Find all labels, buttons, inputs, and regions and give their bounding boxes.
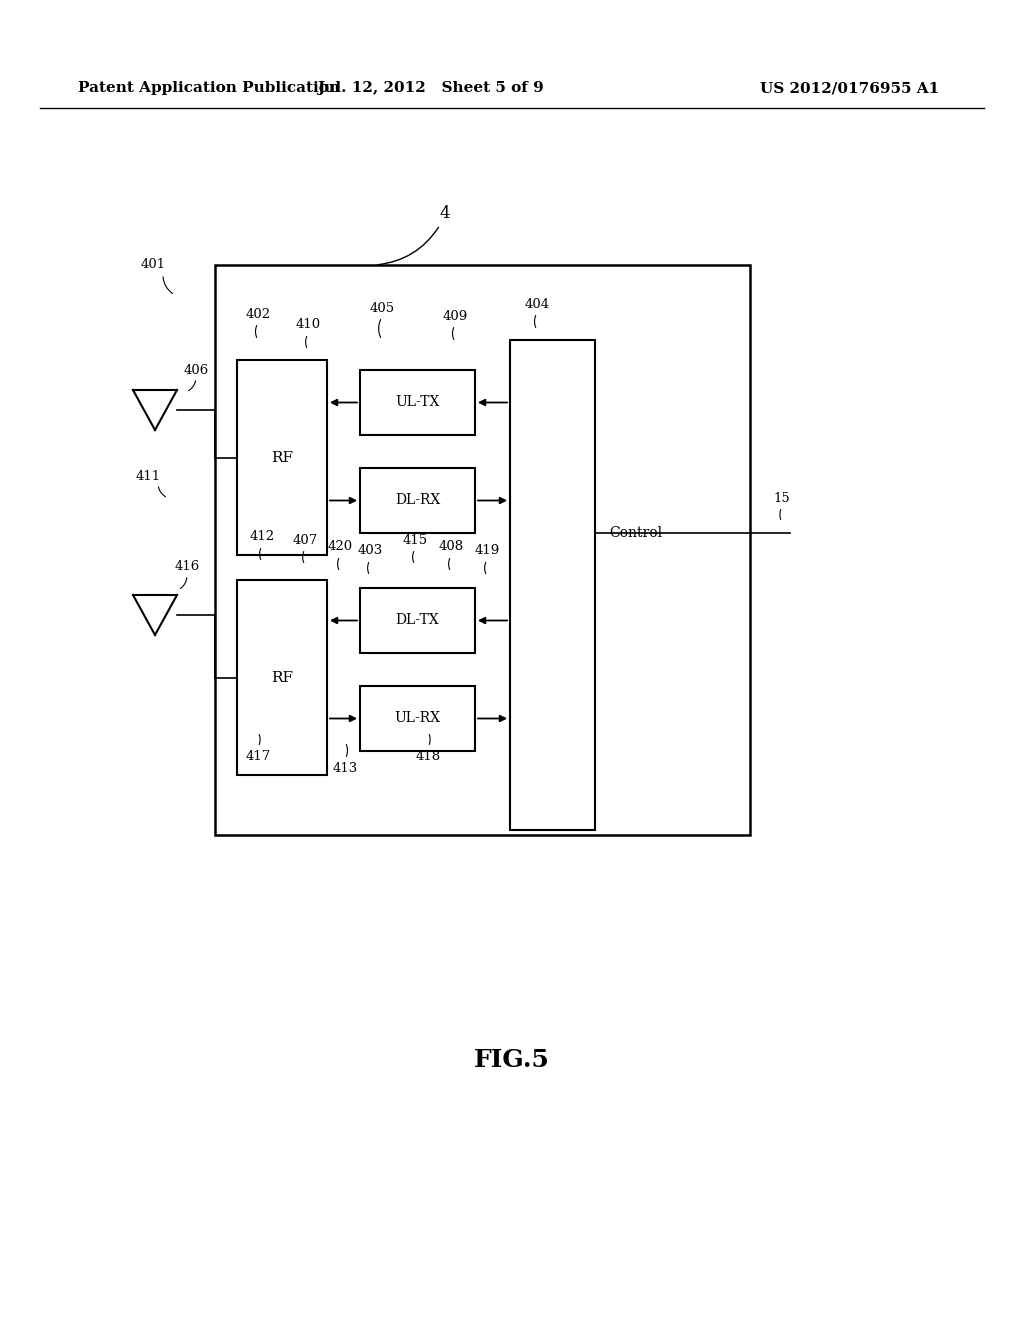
Text: UL-TX: UL-TX (395, 396, 439, 409)
Text: Jul. 12, 2012   Sheet 5 of 9: Jul. 12, 2012 Sheet 5 of 9 (316, 81, 544, 95)
Text: Control: Control (609, 525, 663, 540)
Text: 408: 408 (438, 540, 464, 553)
Bar (510, 341, 595, 830)
Text: 409: 409 (442, 309, 468, 322)
Text: 401: 401 (140, 259, 166, 272)
Bar (360, 686, 475, 751)
Text: RF: RF (271, 671, 293, 685)
Text: 413: 413 (333, 762, 357, 775)
Text: 406: 406 (183, 363, 209, 376)
Text: 418: 418 (416, 750, 440, 763)
Text: UL-RX: UL-RX (394, 711, 440, 726)
Text: 416: 416 (174, 561, 200, 573)
Text: 420: 420 (328, 540, 352, 553)
Text: DL-RX: DL-RX (395, 494, 440, 507)
Text: 411: 411 (135, 470, 161, 483)
Bar (215, 265, 750, 836)
Text: 402: 402 (246, 308, 270, 321)
Text: 403: 403 (357, 544, 383, 557)
Text: 404: 404 (524, 297, 550, 310)
Text: 4: 4 (439, 205, 451, 222)
Bar (237, 579, 327, 775)
Text: 415: 415 (402, 533, 428, 546)
Text: 405: 405 (370, 301, 394, 314)
Bar (360, 469, 475, 533)
Text: 407: 407 (293, 533, 317, 546)
Text: 15: 15 (773, 491, 791, 504)
Text: DL-TX: DL-TX (395, 614, 439, 627)
Text: RF: RF (271, 450, 293, 465)
Text: 417: 417 (246, 750, 270, 763)
Text: 412: 412 (250, 531, 274, 544)
Bar (237, 360, 327, 554)
Bar (360, 370, 475, 436)
Bar (360, 587, 475, 653)
Text: 410: 410 (296, 318, 321, 331)
Text: Patent Application Publication: Patent Application Publication (78, 81, 340, 95)
Text: FIG.5: FIG.5 (474, 1048, 550, 1072)
Text: 419: 419 (474, 544, 500, 557)
Text: US 2012/0176955 A1: US 2012/0176955 A1 (761, 81, 940, 95)
